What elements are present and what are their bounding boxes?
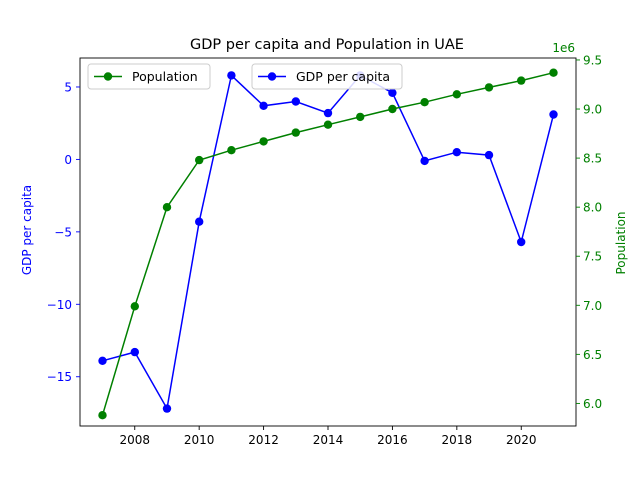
gdp-point-2016 xyxy=(388,88,397,98)
left-tick-label-1: 0 xyxy=(64,153,72,167)
legend-label: GDP per capita xyxy=(296,69,390,84)
legends: Population GDP per capita xyxy=(87,63,403,90)
left-tick-label-3: −10 xyxy=(47,298,72,312)
gdp-point-2012 xyxy=(259,101,268,111)
gdp-point-2017 xyxy=(420,156,429,166)
legend-upper-center: GDP per capita xyxy=(251,63,403,90)
x-tick-label-2010: 2010 xyxy=(184,433,215,447)
legend-label: Population xyxy=(132,69,198,84)
population-point-2012 xyxy=(259,137,268,146)
right-tick-label-3: 7.5 xyxy=(583,250,602,264)
population-point-2011 xyxy=(227,146,236,155)
gdp-point-2008 xyxy=(130,347,139,357)
population-point-2013 xyxy=(291,128,300,137)
plot-area xyxy=(98,68,558,420)
gdp-point-2009 xyxy=(162,404,172,413)
x-tick-label-2012: 2012 xyxy=(248,433,279,447)
right-tick-label-1: 6.5 xyxy=(583,348,602,362)
right-axis-label: Population xyxy=(614,211,628,274)
left-tick-label-4: −15 xyxy=(47,370,72,384)
axis-ticks: 2008 2010 2012 2014 2016 2018 2020 5 0 −5 −10 −15 6.… xyxy=(47,53,602,447)
population-point-2017 xyxy=(420,98,429,107)
x-tick-label-2016: 2016 xyxy=(377,433,408,447)
right-tick-label-2: 7.0 xyxy=(583,299,602,313)
left-axis-label: GDP per capita xyxy=(20,185,34,275)
legend-marker-swatch xyxy=(103,72,113,81)
legend-marker-swatch xyxy=(267,72,277,81)
left-tick-label-0: 5 xyxy=(64,80,72,94)
right-tick-label-5: 8.5 xyxy=(583,152,602,166)
population-point-2008 xyxy=(130,302,139,311)
x-tick-label-2018: 2018 xyxy=(442,433,473,447)
legend-upper-left: Population xyxy=(87,63,211,90)
population-point-2021 xyxy=(549,68,558,77)
x-tick-label-2020: 2020 xyxy=(506,433,537,447)
population-point-2019 xyxy=(484,83,494,92)
gdp-point-2011 xyxy=(227,71,236,80)
right-axis-offset-text: 1e6 xyxy=(552,41,575,55)
population-point-2016 xyxy=(388,104,397,114)
x-tick-label-2014: 2014 xyxy=(313,433,344,447)
population-point-2010 xyxy=(195,155,204,165)
gdp-point-2021 xyxy=(549,110,558,119)
right-tick-label-6: 9.0 xyxy=(583,103,602,117)
population-point-2020 xyxy=(517,76,526,85)
right-tick-label-7: 9.5 xyxy=(583,53,602,67)
legend-box xyxy=(251,63,403,90)
legend-box xyxy=(87,63,211,90)
population-point-2009 xyxy=(162,203,172,212)
x-tick-label-2008: 2008 xyxy=(119,433,150,447)
gdp-point-2010 xyxy=(195,217,204,226)
left-tick-label-2: −5 xyxy=(54,225,72,239)
gdp-point-2020 xyxy=(517,237,526,247)
gdp-point-2013 xyxy=(291,97,300,106)
right-tick-label-0: 6.0 xyxy=(583,397,602,411)
chart-title: GDP per capita and Population in UAE xyxy=(190,37,464,53)
population-point-2015 xyxy=(356,112,365,122)
right-tick-label-4: 8.0 xyxy=(583,201,602,215)
population-point-2007 xyxy=(98,411,107,420)
population-point-2014 xyxy=(323,120,333,129)
gdp-point-2014 xyxy=(323,108,333,118)
gdp-point-2007 xyxy=(98,356,107,365)
gdp-point-2019 xyxy=(484,150,494,160)
gdp-point-2018 xyxy=(452,148,461,157)
population-point-2018 xyxy=(452,90,461,99)
